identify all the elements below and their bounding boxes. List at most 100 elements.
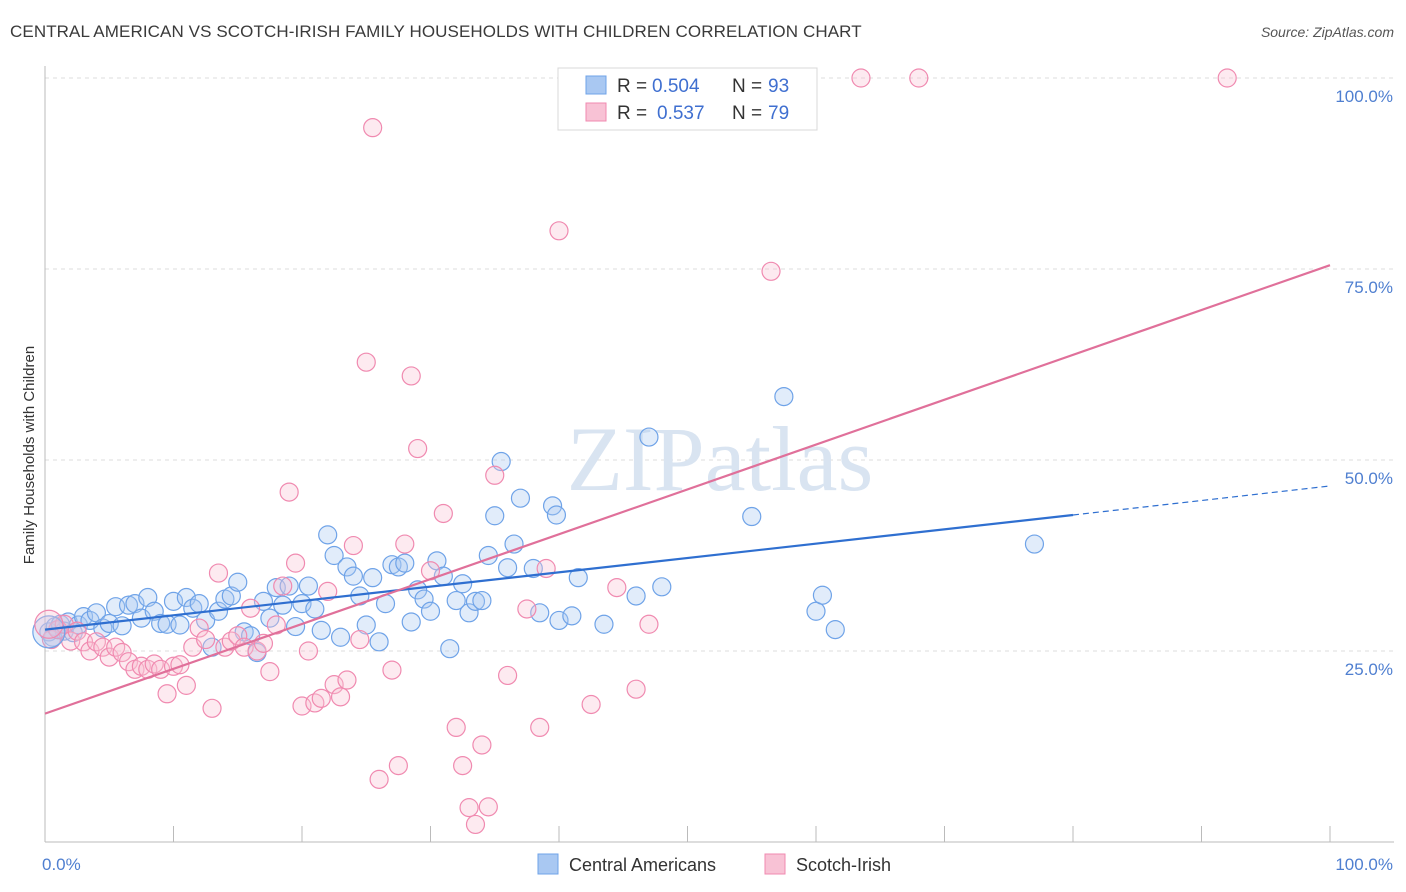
data-point	[350, 629, 370, 650]
y-axis-label: Family Households with Children	[21, 346, 38, 564]
trend-line-central-americans	[44, 513, 1074, 631]
legend-r-label-1: R =	[617, 76, 647, 97]
data-point	[420, 601, 441, 621]
data-point	[433, 503, 453, 524]
data-point	[639, 427, 659, 447]
series-central-americans	[39, 386, 1045, 663]
chart-title: CENTRAL AMERICAN VS SCOTCH-IRISH FAMILY …	[10, 22, 862, 41]
data-point	[337, 670, 357, 690]
data-point	[530, 603, 550, 623]
data-point	[208, 563, 229, 583]
data-point	[324, 675, 344, 695]
y-tick-label: 25.0%	[1345, 660, 1393, 679]
data-point	[774, 386, 794, 407]
legend-label-scotch-irish: Scotch-Irish	[796, 855, 891, 875]
data-point	[202, 698, 222, 718]
data-point	[260, 662, 280, 682]
legend-swatch-scotch-irish	[764, 853, 786, 875]
data-point	[285, 553, 306, 573]
legend-label-central-americans: Central Americans	[569, 855, 716, 875]
data-point	[170, 615, 190, 635]
data-point	[118, 595, 139, 615]
data-point	[626, 679, 646, 699]
data-point	[761, 261, 781, 281]
data-point	[273, 595, 293, 615]
data-point	[189, 618, 209, 638]
data-point	[118, 652, 139, 672]
data-point	[626, 586, 646, 606]
data-point	[369, 769, 389, 789]
data-point	[401, 366, 421, 386]
data-point	[546, 505, 567, 525]
data-point	[196, 629, 216, 650]
data-point	[652, 577, 672, 597]
data-point	[485, 465, 505, 485]
legend-swatch-blue	[585, 75, 607, 95]
data-point	[472, 590, 492, 611]
chart-source: Source: ZipAtlas.com	[1260, 24, 1394, 40]
data-point	[279, 482, 299, 502]
data-point	[446, 717, 466, 738]
data-point	[382, 660, 402, 680]
data-point	[498, 558, 518, 578]
legend-r-value-2: 0.537	[657, 103, 705, 124]
data-point	[568, 568, 588, 588]
data-point	[247, 641, 267, 661]
legend-n-label-1: N =	[732, 76, 762, 97]
data-point	[356, 352, 376, 372]
data-point	[742, 506, 762, 527]
data-point	[414, 589, 434, 609]
data-point	[453, 755, 473, 776]
legend-n-label-2: N =	[732, 103, 762, 124]
data-point	[408, 438, 428, 459]
data-point	[86, 632, 107, 652]
legend-swatch-central-americans	[537, 853, 559, 875]
data-point	[395, 553, 415, 573]
data-point	[369, 632, 389, 652]
data-point	[99, 647, 119, 667]
data-point	[157, 684, 177, 704]
data-point	[330, 687, 351, 707]
data-point	[607, 577, 627, 598]
data-point	[465, 591, 486, 611]
data-point	[498, 665, 518, 686]
trend-lines	[44, 264, 1331, 715]
data-point	[273, 576, 293, 596]
data-point	[151, 613, 171, 634]
watermark: ZIPatlas	[567, 408, 874, 510]
data-point	[472, 735, 492, 755]
data-point	[343, 566, 363, 586]
grid-lines	[45, 77, 1394, 652]
data-point	[318, 581, 338, 602]
data-point	[106, 637, 126, 657]
series-legend: Central Americans Scotch-Irish	[537, 853, 891, 875]
data-point	[812, 585, 833, 605]
data-point	[581, 694, 601, 715]
y-tick-label: 75.0%	[1345, 278, 1393, 297]
data-point	[594, 614, 614, 634]
data-point	[510, 488, 531, 508]
data-point	[401, 612, 421, 632]
y-tick-label: 100.0%	[1335, 87, 1393, 106]
legend-swatch-pink	[585, 102, 607, 122]
data-point	[34, 609, 64, 639]
data-point	[324, 545, 344, 566]
legend-r-value-1: 0.504	[652, 76, 700, 97]
correlation-legend: R = 0.504 N = 93 R = 0.537 N = 79	[557, 67, 818, 131]
data-point	[144, 654, 164, 674]
data-point	[311, 688, 331, 708]
data-point	[163, 591, 184, 611]
data-point	[459, 798, 479, 818]
data-point	[311, 620, 331, 640]
data-point	[549, 610, 569, 631]
data-point	[189, 594, 209, 614]
data-point	[305, 599, 325, 619]
data-point	[478, 797, 498, 817]
data-point	[395, 534, 415, 554]
data-point	[465, 814, 486, 835]
data-point	[909, 68, 929, 88]
data-point	[343, 535, 363, 556]
data-point	[1217, 68, 1237, 88]
trend-line-scotch-irish	[44, 264, 1331, 715]
